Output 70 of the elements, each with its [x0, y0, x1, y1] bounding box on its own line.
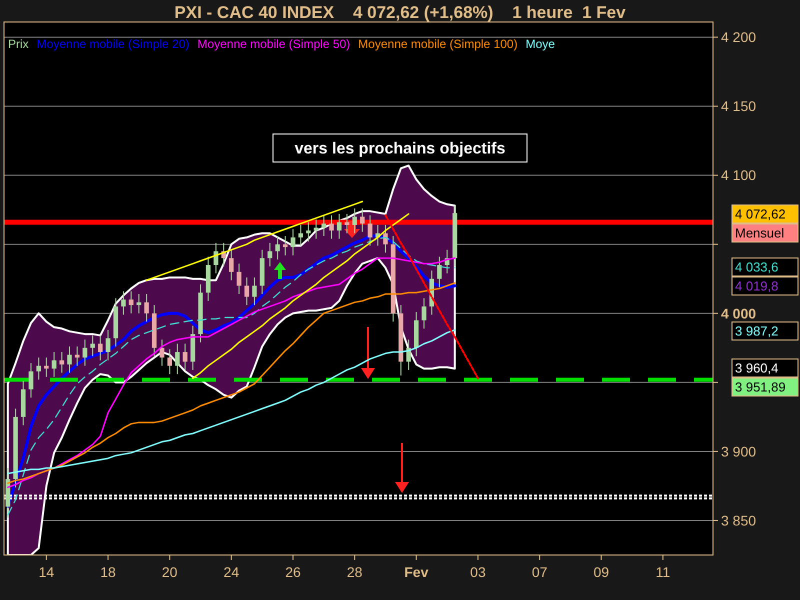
candlestick: [106, 329, 110, 361]
text: 4 019,8: [735, 278, 778, 294]
text: Moye: [526, 37, 556, 51]
candlestick: [128, 290, 134, 314]
candlestick: [306, 222, 311, 242]
text: 3 987,2: [735, 324, 778, 339]
x-tick-label: 09: [593, 564, 610, 580]
x-tick-label: Fev: [404, 564, 429, 580]
candlestick: [182, 343, 188, 370]
line-series: [146, 200, 364, 281]
x-tick-label: 03: [470, 564, 486, 580]
candlestick: [275, 236, 280, 260]
candlestick: [36, 357, 41, 380]
candlestick: [229, 249, 234, 281]
candlestick: [167, 348, 172, 375]
x-tick-label: 26: [285, 564, 301, 580]
candlestick: [360, 208, 365, 232]
y-tick-label: 3 850: [721, 512, 756, 528]
text: Moyenne mobile (Simple 50): [197, 37, 350, 51]
candlestick: [352, 208, 357, 234]
candlestick: [90, 334, 95, 357]
candlestick: [298, 224, 304, 246]
x-tick-label: 24: [224, 564, 240, 580]
candlestick: [344, 213, 350, 234]
candlestick: [144, 294, 149, 322]
candlestick: [244, 276, 250, 306]
line-series: [192, 213, 410, 380]
text: 3 960,4: [735, 360, 778, 376]
x-tick-label: 11: [656, 564, 670, 580]
text: 4 033,6: [735, 260, 778, 275]
text: Moyenne mobile (Simple 20): [36, 37, 190, 51]
x-tick-label: 07: [532, 564, 548, 580]
x-tick-label: 20: [162, 564, 178, 580]
ref-line-label: Mensuel: [735, 226, 784, 241]
x-tick-label: 14: [38, 564, 54, 580]
line-series: [7, 329, 456, 474]
annotation: vers les prochains objectifs: [294, 140, 506, 158]
candlestick: [422, 298, 426, 330]
candlestick: [175, 343, 180, 375]
candlestick: [59, 352, 64, 374]
y-tick-label: 4 200: [721, 29, 756, 46]
candlestick: [329, 214, 334, 240]
candlestick: [314, 218, 318, 240]
text: Moyenne mobile (Simple 100): [358, 37, 518, 51]
candlestick: [252, 276, 257, 306]
candlestick: [322, 214, 326, 237]
y-tick-label: 4 100: [721, 167, 756, 184]
y-tick-label: 4 150: [721, 98, 756, 114]
candlestick: [121, 290, 126, 316]
candlestick: [383, 224, 388, 254]
candlestick: [98, 334, 103, 361]
candlestick: [268, 242, 272, 267]
ref-line-label: 3 951,89: [735, 380, 786, 395]
candlestick: [160, 339, 164, 366]
candlestick: [52, 352, 56, 378]
candlestick: [368, 214, 372, 246]
x-tick-label: 28: [346, 564, 363, 580]
candlestick: [28, 362, 34, 398]
candlestick: [437, 256, 442, 288]
chart-title: PXI - CAC 40 INDEX 4 072,62 (+1,68%) 1 heure 1 Fev: [174, 3, 626, 22]
x-tick-label: 18: [100, 564, 116, 580]
candlestick: [236, 263, 242, 295]
candlestick: [336, 213, 342, 240]
candlestick: [290, 228, 296, 256]
y-tick-label: 4 000: [721, 305, 756, 322]
y-tick-label: 3 900: [721, 443, 756, 460]
candlestick: [67, 346, 72, 374]
candlestick: [82, 339, 88, 366]
text: 4 072,62: [735, 206, 786, 222]
text: Prix: [8, 37, 29, 51]
